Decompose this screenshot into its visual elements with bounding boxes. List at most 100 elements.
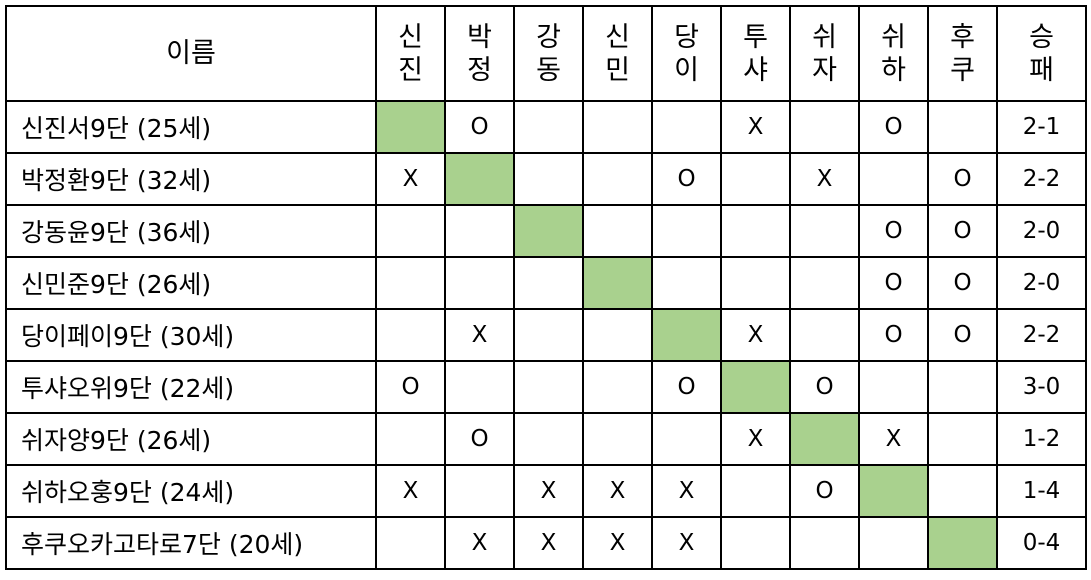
header-label-line: 동 <box>536 54 561 86</box>
player-name: 신진서9단 (25세) <box>5 100 377 154</box>
result-cell <box>444 464 515 518</box>
result-cell: X <box>513 516 584 570</box>
result-cell <box>927 360 998 414</box>
result-cell: X <box>444 308 515 362</box>
result-cell <box>582 308 653 362</box>
result-cell <box>720 204 791 258</box>
header-label-line: 신 <box>398 21 423 53</box>
result-cell: X <box>720 100 791 154</box>
result-cell: O <box>927 256 998 310</box>
result-cell <box>789 308 860 362</box>
result-cell <box>582 152 653 206</box>
result-cell <box>444 360 515 414</box>
header-label-line: 샤 <box>743 54 768 86</box>
player-name: 투샤오위9단 (22세) <box>5 360 377 414</box>
result-cell <box>375 204 446 258</box>
header-label-line: 쉬 <box>881 21 906 53</box>
result-cell <box>720 152 791 206</box>
result-cell: O <box>789 360 860 414</box>
table-row: 쉬자양9단 (26세) O X X 1-2 <box>5 412 1087 466</box>
result-cell: O <box>927 308 998 362</box>
record-cell: 2-2 <box>996 152 1087 206</box>
player-name: 강동윤9단 (36세) <box>5 204 377 258</box>
header-label-line: 정 <box>467 54 492 86</box>
diagonal-cell <box>720 360 791 414</box>
header-label-line: 쿠 <box>950 54 975 86</box>
result-cell <box>789 516 860 570</box>
header-label-line: 승 <box>1029 21 1054 53</box>
record-cell: 2-0 <box>996 204 1087 258</box>
result-cell: O <box>858 204 929 258</box>
header-label-line: 당 <box>674 21 699 53</box>
result-cell <box>375 256 446 310</box>
result-cell: O <box>375 360 446 414</box>
result-cell: X <box>651 464 722 518</box>
diagonal-cell <box>789 412 860 466</box>
result-cell: X <box>375 464 446 518</box>
result-cell: O <box>651 152 722 206</box>
record-cell: 3-0 <box>996 360 1087 414</box>
diagonal-cell <box>513 204 584 258</box>
result-cell <box>858 152 929 206</box>
player-name: 쉬자양9단 (26세) <box>5 412 377 466</box>
result-cell: O <box>858 256 929 310</box>
table-row: 투샤오위9단 (22세) O O O 3-0 <box>5 360 1087 414</box>
result-cell: O <box>789 464 860 518</box>
result-cell <box>375 412 446 466</box>
table-row: 후쿠오카고타로7단 (20세) X X X X 0-4 <box>5 516 1087 570</box>
diagonal-cell <box>444 152 515 206</box>
diagonal-cell <box>651 308 722 362</box>
player-name: 당이페이9단 (30세) <box>5 308 377 362</box>
result-cell <box>651 256 722 310</box>
header-label-line: 강 <box>536 21 561 53</box>
result-cell <box>513 308 584 362</box>
header-label-line: 신 <box>605 21 630 53</box>
result-cell <box>444 256 515 310</box>
result-cell <box>444 204 515 258</box>
result-cell <box>789 256 860 310</box>
table-row: 강동윤9단 (36세) O O 2-0 <box>5 204 1087 258</box>
result-cell: O <box>858 100 929 154</box>
header-label-line: 박 <box>467 21 492 53</box>
result-cell <box>720 464 791 518</box>
result-cell <box>651 412 722 466</box>
result-cell: O <box>927 204 998 258</box>
result-cell <box>651 204 722 258</box>
result-cell <box>582 360 653 414</box>
header-label-line: 후 <box>950 21 975 53</box>
result-cell <box>513 100 584 154</box>
result-cell: X <box>375 152 446 206</box>
result-cell <box>375 308 446 362</box>
record-cell: 1-2 <box>996 412 1087 466</box>
header-label-line: 진 <box>398 54 423 86</box>
record-cell: 1-4 <box>996 464 1087 518</box>
result-cell: O <box>651 360 722 414</box>
table-row: 신민준9단 (26세) O O 2-0 <box>5 256 1087 310</box>
player-name: 쉬하오훙9단 (24세) <box>5 464 377 518</box>
result-cell <box>927 464 998 518</box>
result-cell: O <box>858 308 929 362</box>
header-label-line: 쉬 <box>812 21 837 53</box>
record-cell: 2-1 <box>996 100 1087 154</box>
diagonal-cell <box>927 516 998 570</box>
result-cell: X <box>789 152 860 206</box>
result-cell <box>513 152 584 206</box>
table-row: 당이페이9단 (30세) X X O O 2-2 <box>5 308 1087 362</box>
result-cell: X <box>582 464 653 518</box>
header-label-line: 투 <box>743 21 768 53</box>
result-cell <box>582 100 653 154</box>
result-cell: O <box>927 152 998 206</box>
result-cell: O <box>444 412 515 466</box>
result-cell <box>789 100 860 154</box>
player-name: 박정환9단 (32세) <box>5 152 377 206</box>
result-cell <box>720 256 791 310</box>
result-cell: X <box>582 516 653 570</box>
